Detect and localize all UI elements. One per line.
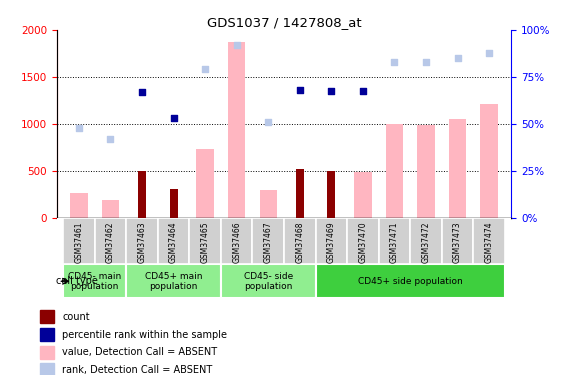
Text: value, Detection Call = ABSENT: value, Detection Call = ABSENT	[62, 348, 218, 357]
Bar	[449, 119, 466, 218]
FancyBboxPatch shape	[95, 217, 126, 264]
Text: cell type: cell type	[56, 276, 98, 286]
FancyBboxPatch shape	[442, 217, 473, 264]
Bar	[138, 171, 146, 217]
Text: GSM37474: GSM37474	[485, 221, 494, 263]
Text: CD45+ side population: CD45+ side population	[358, 277, 462, 286]
Point	[264, 119, 273, 125]
Point	[485, 50, 494, 55]
Point	[295, 87, 304, 93]
FancyBboxPatch shape	[284, 217, 316, 264]
Point	[421, 59, 431, 65]
FancyBboxPatch shape	[63, 264, 126, 298]
FancyBboxPatch shape	[221, 264, 316, 298]
Bar	[354, 172, 371, 217]
Point	[106, 136, 115, 142]
FancyBboxPatch shape	[126, 264, 221, 298]
Text: GSM37465: GSM37465	[201, 221, 210, 263]
Text: GSM37472: GSM37472	[421, 221, 431, 263]
Bar	[386, 124, 403, 218]
Title: GDS1037 / 1427808_at: GDS1037 / 1427808_at	[207, 16, 361, 29]
FancyBboxPatch shape	[63, 217, 95, 264]
Text: GSM37462: GSM37462	[106, 221, 115, 263]
Bar	[102, 200, 119, 217]
FancyBboxPatch shape	[252, 217, 284, 264]
Text: percentile rank within the sample: percentile rank within the sample	[62, 330, 227, 339]
Bar	[40, 328, 54, 341]
Text: CD45- side
population: CD45- side population	[244, 272, 293, 291]
Bar	[228, 42, 245, 218]
Text: GSM37464: GSM37464	[169, 221, 178, 263]
Bar	[40, 346, 54, 359]
Text: GSM37461: GSM37461	[74, 221, 83, 263]
Text: GSM37473: GSM37473	[453, 221, 462, 263]
Bar	[40, 363, 54, 375]
Text: GSM37466: GSM37466	[232, 221, 241, 263]
FancyBboxPatch shape	[347, 217, 379, 264]
Point	[137, 89, 147, 95]
FancyBboxPatch shape	[221, 217, 252, 264]
FancyBboxPatch shape	[126, 217, 158, 264]
Bar	[481, 104, 498, 218]
Bar	[197, 149, 214, 217]
FancyBboxPatch shape	[189, 217, 221, 264]
FancyBboxPatch shape	[473, 217, 505, 264]
Text: CD45- main
population: CD45- main population	[68, 272, 122, 291]
Point	[358, 88, 367, 94]
Point	[232, 42, 241, 48]
Text: GSM37467: GSM37467	[264, 221, 273, 263]
FancyBboxPatch shape	[158, 217, 189, 264]
Point	[453, 55, 462, 61]
FancyBboxPatch shape	[410, 217, 442, 264]
Bar	[417, 124, 435, 217]
Text: GSM37463: GSM37463	[137, 221, 147, 263]
Point	[201, 66, 210, 72]
Text: GSM37471: GSM37471	[390, 221, 399, 263]
Point	[327, 88, 336, 94]
Point	[74, 124, 83, 130]
Bar	[296, 169, 304, 217]
FancyBboxPatch shape	[316, 264, 505, 298]
Text: GSM37469: GSM37469	[327, 221, 336, 263]
Bar	[260, 190, 277, 217]
Text: CD45+ main
population: CD45+ main population	[145, 272, 202, 291]
FancyBboxPatch shape	[316, 217, 347, 264]
Point	[390, 59, 399, 65]
Bar	[327, 171, 335, 217]
Text: rank, Detection Call = ABSENT: rank, Detection Call = ABSENT	[62, 365, 213, 375]
Bar	[170, 189, 177, 217]
FancyBboxPatch shape	[379, 217, 410, 264]
Text: GSM37468: GSM37468	[295, 221, 304, 263]
Bar	[70, 193, 87, 217]
Point	[169, 115, 178, 121]
Text: count: count	[62, 312, 90, 321]
Bar	[40, 310, 54, 323]
Text: GSM37470: GSM37470	[358, 221, 367, 263]
